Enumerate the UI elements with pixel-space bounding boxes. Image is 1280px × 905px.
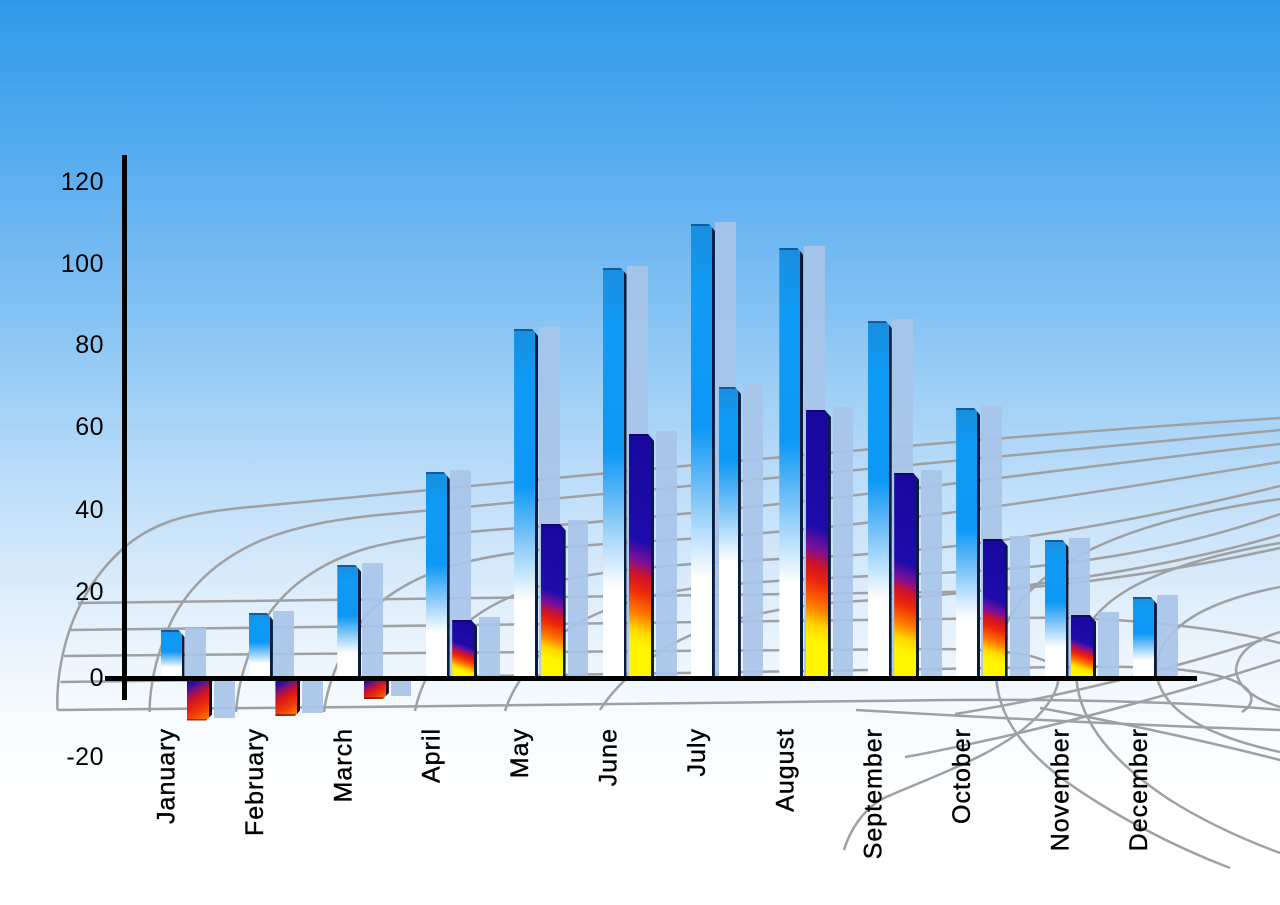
svg-text:March: March — [329, 728, 357, 802]
svg-text:September: September — [860, 728, 888, 859]
svg-text:November: November — [1047, 728, 1075, 851]
svg-text:January: January — [153, 728, 181, 824]
svg-text:June: June — [595, 728, 623, 786]
svg-text:October: October — [948, 728, 976, 824]
svg-text:February: February — [241, 728, 269, 836]
svg-text:May: May — [506, 728, 534, 778]
svg-text:August: August — [771, 728, 799, 812]
svg-text:July: July — [683, 728, 711, 776]
svg-text:April: April — [418, 728, 446, 783]
svg-text:December: December — [1125, 728, 1153, 851]
